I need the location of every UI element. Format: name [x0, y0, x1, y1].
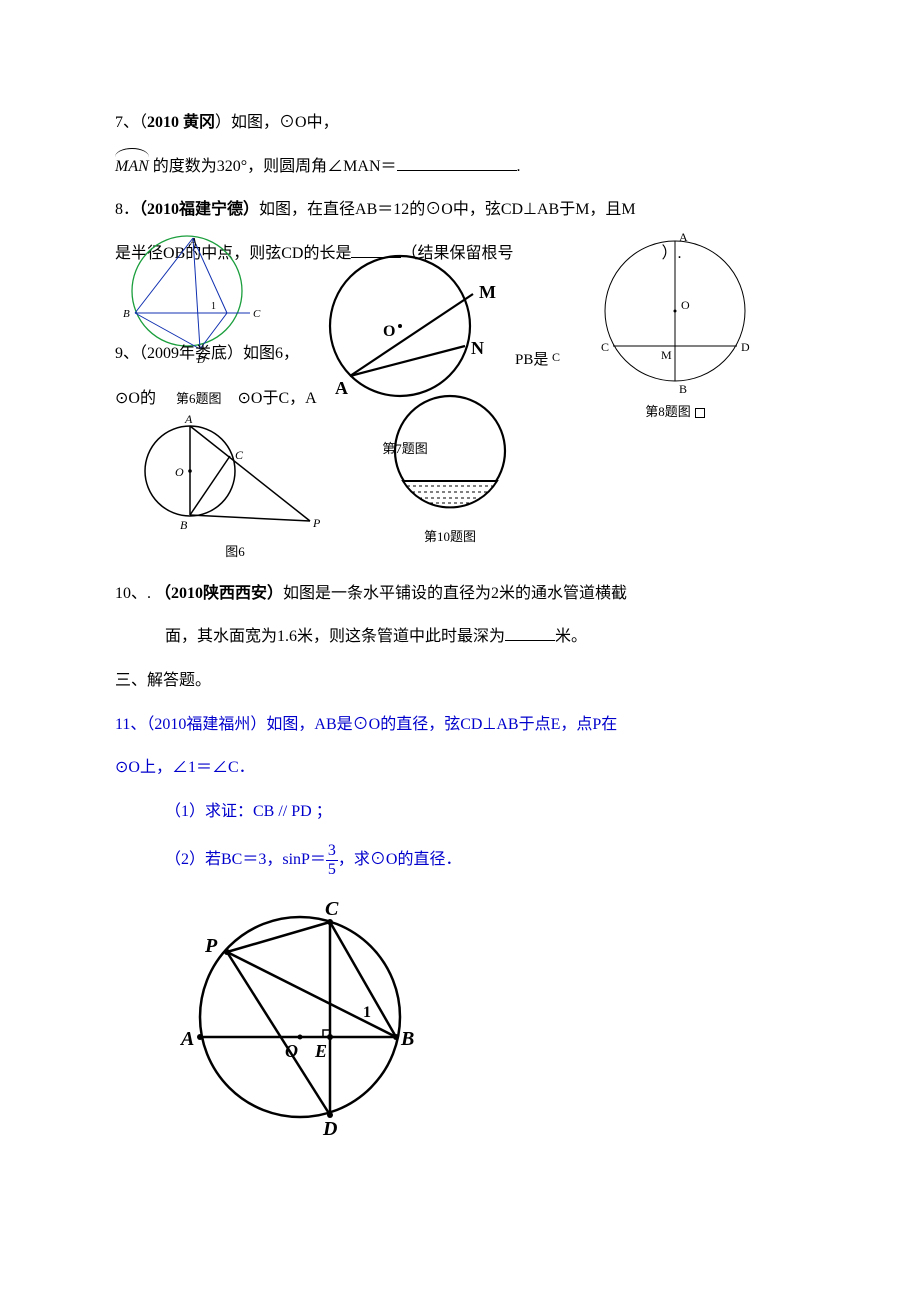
fig10: 第10题图 [375, 386, 525, 545]
lbl-P: P [204, 935, 218, 957]
figure-row: 是半径OB的中点，则弦CD的长是（结果保留根号 ）. A B C D 1 9、 [115, 241, 805, 571]
fig8-svg: A O C M D B [575, 221, 775, 401]
frac-num: 3 [326, 842, 338, 861]
fig6-cap: 第6题图 [176, 391, 222, 406]
fig6-C: C [253, 308, 261, 320]
fig11: C P 1 A O E B D [165, 897, 805, 1137]
section3: 三、解答题。 [115, 668, 805, 694]
q11-line2: ⊙O上，∠1＝∠C． [115, 755, 805, 781]
fig10-cap: 第10题图 [375, 526, 525, 545]
fig6b: A O C B P 图6 [135, 411, 335, 560]
q11-body: （2010福建福州）如图，AB是⊙O的直径，弦CD⊥AB于点E，点P在 [146, 716, 617, 733]
q8-num: 8． [115, 201, 139, 218]
lbl-E: E [314, 1041, 327, 1061]
q7-source: 2010 黄冈 [147, 114, 215, 131]
fig8-O: O [681, 298, 690, 312]
q11-p2a: （2）若BC＝3，sinP＝ [165, 851, 326, 868]
fig7-N: N [471, 338, 484, 358]
fig6b-A: A [184, 412, 193, 426]
lbl-O: O [285, 1041, 298, 1061]
lbl-B: B [400, 1028, 414, 1050]
fig7-M: M [479, 282, 496, 302]
fig6-B: B [123, 308, 130, 320]
q7-line1: 7、（2010 黄冈）如图，⊙O中， [115, 110, 805, 136]
fig6b-B: B [180, 518, 188, 532]
q11-line1: 11、（2010福建福州）如图，AB是⊙O的直径，弦CD⊥AB于点E，点P在 [115, 712, 805, 738]
fig8-M: M [661, 348, 672, 362]
q9-fragmid: ⊙O于C，A [237, 390, 316, 407]
frag-c: C [552, 350, 560, 365]
fig8-B: B [679, 382, 687, 396]
frac-den: 5 [326, 861, 338, 879]
fig6-1: 1 [211, 301, 216, 312]
fig8-C: C [601, 340, 609, 354]
lbl-1: 1 [363, 1004, 371, 1021]
q7-blank [397, 170, 517, 171]
fig6-A: A [189, 236, 197, 248]
fig11-svg: C P 1 A O E B D [165, 897, 445, 1137]
q7-l2a: 的度数为320°，则圆周角∠MAN＝ [149, 158, 397, 175]
q11-num: 11、 [115, 716, 146, 733]
stray-square-icon [695, 408, 705, 418]
q11-p2: （2）若BC＝3，sinP＝35，求⊙O的直径． [115, 842, 805, 878]
q7-l2b: . [517, 158, 521, 175]
fig10-svg [375, 386, 525, 526]
q10-source: （2010陕西西安） [155, 585, 283, 602]
q11-frac: 35 [326, 842, 338, 878]
lbl-D: D [322, 1118, 337, 1137]
q8-source: （2010福建宁德） [139, 201, 259, 218]
fig8-D: D [741, 340, 750, 354]
q8-rest1: 如图，在直径AB＝12的⊙O中，弦CD⊥AB于M，且M [259, 201, 636, 218]
fig6b-P: P [312, 516, 321, 530]
frag-pb: PB是 [515, 348, 548, 369]
arc-man: MAN [115, 154, 149, 180]
q7-after: ）如图，⊙O中， [215, 114, 339, 131]
q7-line2: MAN 的度数为320°，则圆周角∠MAN＝. [115, 154, 805, 180]
fig6b-svg: A O C B P [135, 411, 335, 541]
fig6b-O: O [175, 465, 184, 479]
fig6b-C: C [235, 448, 244, 462]
fig8-A: A [679, 230, 688, 244]
fig7-O: O [383, 323, 395, 340]
q11-p2b: ，求⊙O的直径． [338, 851, 462, 868]
q10-line2: 面，其水面宽为1.6米，则这条管道中此时最深为 米。 [115, 624, 805, 650]
q10-blank [505, 640, 555, 641]
fig6b-cap: 图6 [135, 541, 335, 560]
q9-fraga: ⊙O的 [115, 390, 156, 407]
fig8-cap: 第8题图 [575, 401, 775, 420]
q10-r2a: 面，其水面宽为1.6米，则这条管道中此时最深为 [165, 628, 505, 645]
fig8: A O C M D B 第8题图 [575, 221, 775, 420]
q10-rest1: 如图是一条水平铺设的直径为2米的通水管道横截 [283, 585, 627, 602]
q8-line1: 8．（2010福建宁德）如图，在直径AB＝12的⊙O中，弦CD⊥AB于M，且M [115, 197, 805, 223]
q10-r2b: 米。 [555, 628, 587, 645]
lbl-C: C [325, 898, 339, 920]
q9-line1: 9、（2009年娄底）如图6， [115, 341, 299, 367]
q9-frag-line: ⊙O的 第6题图 ⊙O于C，A [115, 386, 395, 412]
q10-line1: 10、. （2010陕西西安）如图是一条水平铺设的直径为2米的通水管道横截 [115, 581, 805, 607]
q11-p1: （1）求证：CB // PD ； [115, 799, 805, 825]
q10-num: 10、. [115, 585, 151, 602]
lbl-A: A [179, 1028, 194, 1050]
q7-prefix: 7、（ [115, 114, 147, 131]
